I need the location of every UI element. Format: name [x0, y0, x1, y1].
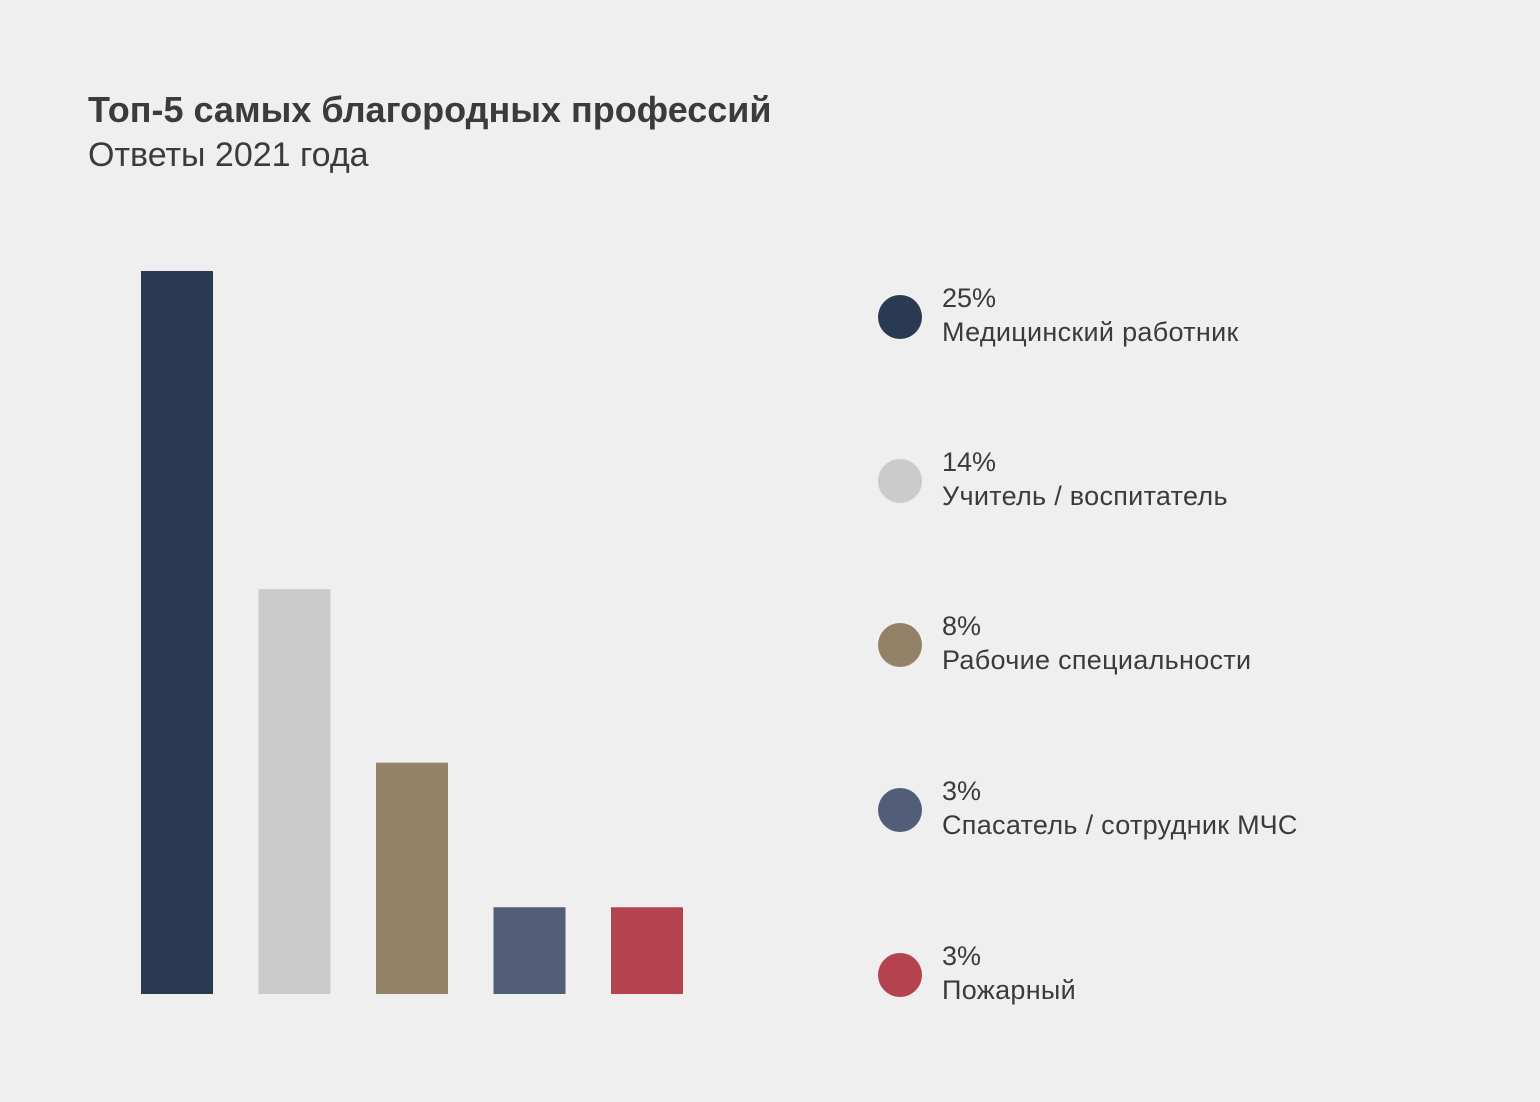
legend-item: 8% Рабочие специальности [878, 611, 1518, 681]
legend-item: 3% Пожарный [878, 941, 1518, 1011]
legend-value: 3% [942, 941, 982, 971]
bar-1 [141, 271, 213, 994]
chart-title: Топ-5 самых благородных профессий [88, 89, 772, 130]
legend-item: 25% Медицинский работник [878, 283, 1518, 353]
legend-item: 14% Учитель / воспитатель [878, 447, 1518, 517]
bar-2 [258, 589, 331, 994]
legend-swatch [878, 788, 922, 832]
legend-swatch [878, 953, 922, 997]
legend-swatch [878, 623, 922, 667]
legend-value: 25% [942, 283, 997, 313]
legend-label: Медицинский работник [942, 317, 1239, 347]
legend-label: Спасатель / сотрудник МЧС [942, 810, 1298, 840]
bar-chart [141, 271, 683, 994]
legend-label: Учитель / воспитатель [942, 481, 1228, 511]
legend-label: Рабочие специальности [942, 645, 1252, 675]
legend-swatch [878, 295, 922, 339]
legend-item: 3% Спасатель / сотрудник МЧС [878, 776, 1518, 846]
legend-value: 3% [942, 776, 982, 806]
chart-subtitle: Ответы 2021 года [88, 136, 369, 174]
legend-value: 8% [942, 611, 982, 641]
legend-swatch [878, 459, 922, 503]
bar-5 [611, 907, 683, 994]
legend-label: Пожарный [942, 975, 1077, 1005]
legend-value: 14% [942, 447, 997, 477]
bar-3 [376, 762, 448, 994]
bar-4 [493, 907, 566, 994]
